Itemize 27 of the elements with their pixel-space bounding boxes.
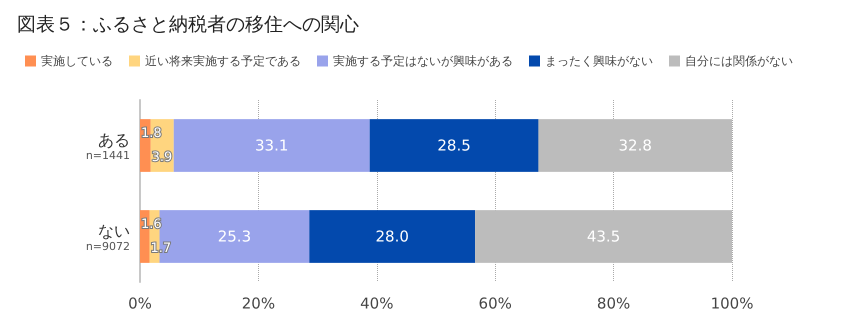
bar [309, 210, 476, 263]
legend-label: まったく興味がない [545, 54, 653, 68]
bar [174, 119, 370, 172]
legend-label: 自分には関係がない [685, 54, 793, 68]
data-label: 32.8 [618, 136, 652, 154]
legend-label: 実施する予定はないが興味がある [333, 54, 513, 68]
x-tick-label: 40% [360, 294, 394, 312]
data-label: 25.3 [218, 228, 252, 246]
data-label: 43.5 [586, 228, 620, 246]
legend-label: 近い将来実施する予定である [145, 54, 301, 68]
data-label: 33.1 [255, 136, 288, 154]
x-tick-label: 80% [596, 294, 630, 312]
data-label: 28.5 [437, 136, 471, 154]
chart-title: 図表５：ふるさと納税者の移住への関心 [17, 14, 359, 36]
bar [475, 210, 732, 263]
x-tick-label: 100% [710, 294, 754, 312]
data-label: 3.9 [152, 150, 172, 165]
data-label: 1.8 [141, 126, 162, 141]
bar [538, 119, 732, 172]
legend-label: 実施している [41, 54, 113, 68]
bar [370, 119, 538, 172]
x-tick-label: 20% [242, 294, 276, 312]
x-tick-label: 0% [128, 294, 152, 312]
x-tick-label: 60% [478, 294, 512, 312]
data-label: 28.0 [375, 228, 409, 246]
y-tick-label: ある n=1441 [86, 130, 130, 162]
y-tick-label: ない n=9072 [86, 222, 130, 253]
